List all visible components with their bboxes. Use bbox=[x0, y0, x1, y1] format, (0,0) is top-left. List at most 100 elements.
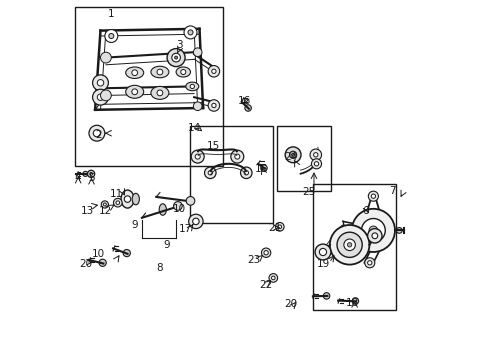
Circle shape bbox=[230, 150, 244, 163]
Bar bbox=[75, 7, 223, 166]
Text: 24: 24 bbox=[284, 152, 297, 162]
Circle shape bbox=[191, 150, 204, 163]
Circle shape bbox=[181, 69, 185, 75]
Circle shape bbox=[101, 201, 108, 208]
Text: 14: 14 bbox=[188, 123, 201, 133]
Circle shape bbox=[340, 229, 347, 236]
Circle shape bbox=[340, 225, 347, 232]
Circle shape bbox=[195, 154, 200, 159]
Circle shape bbox=[343, 239, 355, 251]
Text: 23: 23 bbox=[247, 255, 260, 265]
Circle shape bbox=[371, 233, 377, 239]
Text: 12: 12 bbox=[99, 206, 112, 216]
Bar bbox=[312, 184, 395, 310]
Circle shape bbox=[361, 219, 385, 242]
Circle shape bbox=[99, 259, 106, 266]
Circle shape bbox=[132, 89, 137, 95]
Circle shape bbox=[132, 70, 137, 76]
Ellipse shape bbox=[125, 67, 143, 78]
Circle shape bbox=[208, 171, 212, 175]
Text: 9: 9 bbox=[131, 220, 138, 230]
Circle shape bbox=[193, 102, 202, 111]
Circle shape bbox=[240, 167, 251, 179]
Text: 17: 17 bbox=[178, 224, 191, 234]
Text: 15: 15 bbox=[207, 141, 220, 151]
Circle shape bbox=[311, 159, 321, 169]
Circle shape bbox=[234, 154, 239, 159]
Ellipse shape bbox=[176, 67, 190, 77]
Circle shape bbox=[171, 53, 180, 62]
Circle shape bbox=[323, 293, 329, 299]
Ellipse shape bbox=[151, 86, 168, 99]
Bar bbox=[190, 126, 273, 223]
Text: 13: 13 bbox=[81, 206, 94, 216]
Text: 20: 20 bbox=[284, 299, 297, 309]
Circle shape bbox=[319, 248, 326, 256]
Ellipse shape bbox=[125, 85, 143, 98]
Text: 25: 25 bbox=[302, 186, 315, 197]
Circle shape bbox=[329, 225, 368, 265]
Circle shape bbox=[268, 274, 277, 282]
Circle shape bbox=[123, 249, 130, 257]
Circle shape bbox=[183, 26, 197, 39]
Text: 18: 18 bbox=[345, 298, 358, 308]
Circle shape bbox=[368, 226, 377, 235]
Circle shape bbox=[92, 75, 108, 91]
Circle shape bbox=[291, 153, 294, 156]
Text: 10: 10 bbox=[173, 204, 186, 214]
Circle shape bbox=[87, 170, 95, 177]
Circle shape bbox=[314, 162, 318, 166]
Text: 20: 20 bbox=[79, 258, 92, 269]
Circle shape bbox=[309, 149, 321, 161]
Circle shape bbox=[192, 218, 199, 225]
Circle shape bbox=[275, 222, 284, 231]
Circle shape bbox=[367, 191, 378, 201]
Circle shape bbox=[101, 52, 111, 63]
Circle shape bbox=[264, 251, 268, 255]
Ellipse shape bbox=[185, 82, 199, 91]
Circle shape bbox=[97, 94, 103, 100]
Circle shape bbox=[289, 151, 296, 158]
Circle shape bbox=[351, 298, 358, 304]
Circle shape bbox=[173, 202, 182, 210]
Text: 16: 16 bbox=[237, 96, 251, 106]
Text: 1: 1 bbox=[108, 9, 114, 19]
Circle shape bbox=[260, 165, 266, 171]
Circle shape bbox=[97, 80, 103, 86]
Circle shape bbox=[364, 258, 374, 268]
Circle shape bbox=[93, 130, 101, 137]
Text: 3: 3 bbox=[176, 40, 183, 50]
Text: 19: 19 bbox=[316, 258, 330, 269]
Circle shape bbox=[367, 229, 381, 243]
Circle shape bbox=[244, 171, 248, 175]
Circle shape bbox=[186, 197, 194, 205]
Circle shape bbox=[190, 84, 194, 89]
Text: 21: 21 bbox=[268, 222, 281, 233]
Circle shape bbox=[208, 66, 219, 77]
Circle shape bbox=[92, 89, 108, 105]
Circle shape bbox=[157, 69, 163, 75]
Bar bbox=[276, 126, 330, 191]
Circle shape bbox=[285, 147, 301, 163]
Circle shape bbox=[113, 198, 122, 207]
Ellipse shape bbox=[159, 204, 166, 215]
Text: 2: 2 bbox=[95, 130, 102, 140]
Circle shape bbox=[103, 203, 106, 206]
Circle shape bbox=[204, 167, 216, 179]
Text: 11: 11 bbox=[110, 189, 123, 199]
Circle shape bbox=[157, 90, 163, 96]
Text: 10: 10 bbox=[92, 249, 105, 259]
Circle shape bbox=[116, 201, 120, 204]
Circle shape bbox=[351, 209, 394, 252]
Circle shape bbox=[167, 49, 185, 67]
Circle shape bbox=[396, 228, 401, 233]
Ellipse shape bbox=[132, 193, 139, 205]
Circle shape bbox=[124, 196, 130, 202]
Text: 4: 4 bbox=[75, 173, 81, 183]
Circle shape bbox=[313, 153, 317, 157]
Circle shape bbox=[187, 30, 193, 35]
Circle shape bbox=[82, 171, 88, 176]
Circle shape bbox=[277, 225, 281, 229]
Circle shape bbox=[193, 48, 202, 57]
Circle shape bbox=[370, 194, 375, 198]
